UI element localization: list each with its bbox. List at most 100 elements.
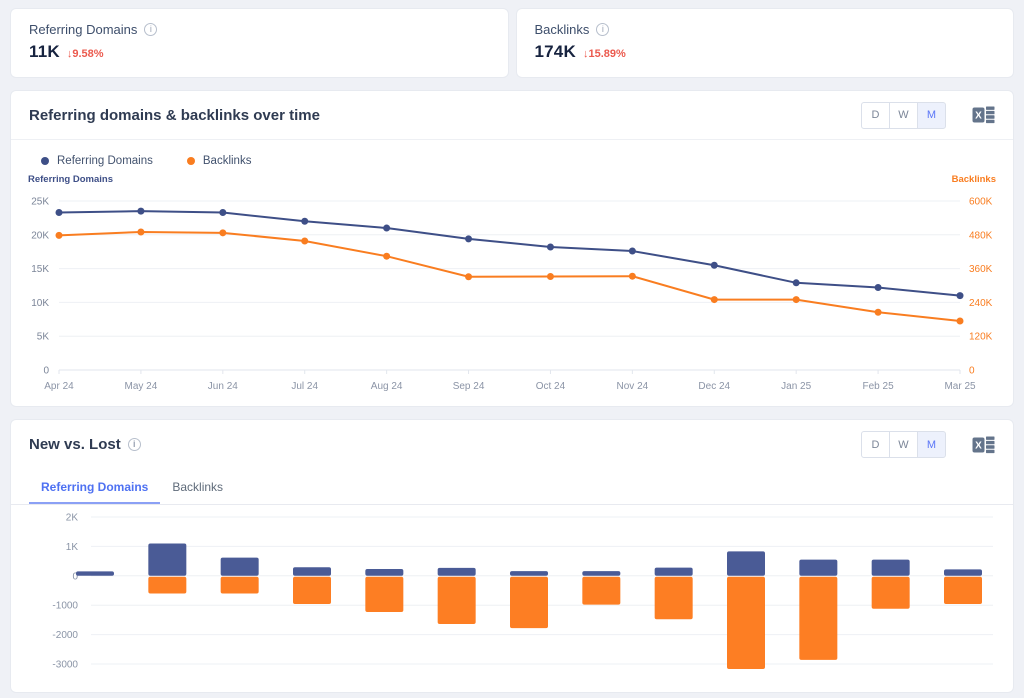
svg-text:120K: 120K bbox=[969, 332, 993, 343]
excel-export-button[interactable]: X bbox=[972, 106, 995, 124]
granularity-toggle: D W M bbox=[861, 431, 946, 458]
svg-text:-2000: -2000 bbox=[52, 630, 78, 641]
legend-item-referring-domains[interactable]: Referring Domains bbox=[41, 155, 153, 167]
new-vs-lost-bar-chart: 2K 1K 0 -1000 -2000 -3000 bbox=[52, 513, 993, 671]
data-point bbox=[628, 272, 636, 280]
granularity-week-button[interactable]: W bbox=[889, 101, 918, 129]
lost-bar-segment bbox=[944, 576, 982, 605]
data-point bbox=[792, 296, 800, 304]
data-point bbox=[465, 273, 473, 281]
svg-text:0: 0 bbox=[72, 571, 78, 582]
data-point bbox=[137, 228, 145, 236]
data-point bbox=[301, 217, 309, 225]
data-point bbox=[546, 243, 554, 251]
svg-text:Aug 24: Aug 24 bbox=[371, 381, 403, 392]
granularity-day-button[interactable]: D bbox=[861, 101, 890, 129]
legend-dot-icon bbox=[41, 157, 49, 165]
svg-text:0: 0 bbox=[43, 366, 49, 377]
lost-bar-segment bbox=[365, 576, 404, 612]
referring-domains-backlinks-line-chart: Referring Domains Backlinks 25K 600K 20K 480K… bbox=[28, 174, 996, 392]
data-point bbox=[55, 208, 63, 216]
svg-text:Feb 25: Feb 25 bbox=[863, 381, 895, 392]
svg-text:Oct 24: Oct 24 bbox=[536, 381, 566, 392]
lost-bar-segment bbox=[437, 576, 476, 625]
svg-text:Jun 24: Jun 24 bbox=[208, 381, 238, 392]
new-vs-lost-title: New vs. Lost i bbox=[29, 436, 141, 453]
new-bar-segment bbox=[799, 559, 838, 576]
svg-text:25K: 25K bbox=[31, 197, 49, 208]
line-series bbox=[58, 230, 961, 322]
svg-text:May 24: May 24 bbox=[125, 381, 158, 392]
referring-domains-metric-card: Referring Domains i 11K ↓9.58% bbox=[10, 8, 509, 78]
metric-change: ↓9.58% bbox=[66, 48, 104, 60]
over-time-title: Referring domains & backlinks over time bbox=[29, 106, 320, 124]
data-point bbox=[137, 207, 145, 215]
legend-item-backlinks[interactable]: Backlinks bbox=[186, 155, 251, 167]
lost-bar-segment bbox=[799, 576, 838, 660]
svg-text:Jul 24: Jul 24 bbox=[291, 381, 318, 392]
data-point bbox=[874, 308, 882, 316]
svg-text:600K: 600K bbox=[969, 197, 993, 208]
data-point bbox=[55, 231, 63, 239]
data-point bbox=[710, 296, 718, 304]
new-vs-lost-card: New vs. Lost i D W M X bbox=[10, 419, 1014, 693]
backlinks-metric-card: Backlinks i 174K ↓15.89% bbox=[515, 8, 1014, 78]
arrow-down-icon: ↓ bbox=[582, 48, 589, 60]
svg-text:-3000: -3000 bbox=[52, 660, 78, 671]
lost-bar-segment bbox=[220, 576, 259, 594]
granularity-day-button[interactable]: D bbox=[861, 431, 890, 458]
new-bar-segment bbox=[293, 567, 331, 576]
lost-bar-segment bbox=[871, 576, 910, 609]
data-point bbox=[219, 208, 227, 216]
svg-text:Dec 24: Dec 24 bbox=[698, 381, 730, 392]
metric-change: ↓15.89% bbox=[582, 48, 626, 60]
svg-text:2K: 2K bbox=[66, 513, 79, 524]
svg-text:X: X bbox=[975, 440, 982, 451]
granularity-month-button[interactable]: M bbox=[917, 431, 946, 458]
legend-dot-icon bbox=[186, 157, 195, 165]
info-icon[interactable]: i bbox=[144, 23, 158, 36]
lost-bar-segment bbox=[654, 576, 693, 620]
info-icon[interactable]: i bbox=[596, 23, 610, 36]
new-bar-segment bbox=[944, 569, 982, 576]
new-bar-segment bbox=[76, 571, 114, 576]
svg-text:Apr 24: Apr 24 bbox=[44, 381, 74, 392]
new-bar-segment bbox=[654, 567, 693, 576]
new-bar-segment bbox=[727, 551, 765, 576]
new-bar-segment bbox=[437, 567, 476, 576]
chart-legend: Referring Domains Backlinks bbox=[11, 140, 1013, 169]
new-bar-segment bbox=[510, 571, 548, 576]
info-icon[interactable]: i bbox=[127, 438, 141, 451]
excel-export-icon: X bbox=[972, 106, 995, 124]
svg-text:Jan 25: Jan 25 bbox=[781, 381, 811, 392]
excel-export-button[interactable]: X bbox=[972, 436, 995, 454]
data-point bbox=[956, 292, 964, 300]
data-point bbox=[628, 247, 636, 255]
data-point bbox=[792, 279, 800, 287]
data-point bbox=[710, 261, 718, 269]
lost-bar-segment bbox=[293, 576, 331, 605]
left-axis-title: Referring Domains bbox=[28, 174, 113, 185]
data-point bbox=[219, 229, 227, 237]
metric-cards-row: Referring Domains i 11K ↓9.58% Backlinks… bbox=[10, 8, 1014, 78]
data-point bbox=[383, 224, 391, 232]
svg-text:20K: 20K bbox=[31, 230, 49, 241]
granularity-week-button[interactable]: W bbox=[889, 431, 918, 458]
right-axis-title: Backlinks bbox=[952, 174, 996, 185]
svg-text:240K: 240K bbox=[969, 298, 993, 309]
metric-label: Backlinks bbox=[534, 22, 590, 37]
svg-text:480K: 480K bbox=[969, 230, 993, 241]
svg-text:X: X bbox=[975, 111, 982, 122]
lost-bar-segment bbox=[582, 576, 621, 605]
svg-text:1K: 1K bbox=[66, 542, 79, 553]
tab-backlinks[interactable]: Backlinks bbox=[160, 471, 235, 504]
lost-bar-segment bbox=[148, 576, 187, 594]
tab-referring-domains[interactable]: Referring Domains bbox=[29, 471, 161, 504]
granularity-month-button[interactable]: M bbox=[917, 101, 946, 129]
granularity-toggle: D W M bbox=[861, 101, 946, 129]
svg-text:Sep 24: Sep 24 bbox=[453, 381, 485, 392]
data-point bbox=[546, 272, 554, 280]
new-bar-segment bbox=[148, 543, 187, 576]
data-point bbox=[465, 235, 473, 243]
